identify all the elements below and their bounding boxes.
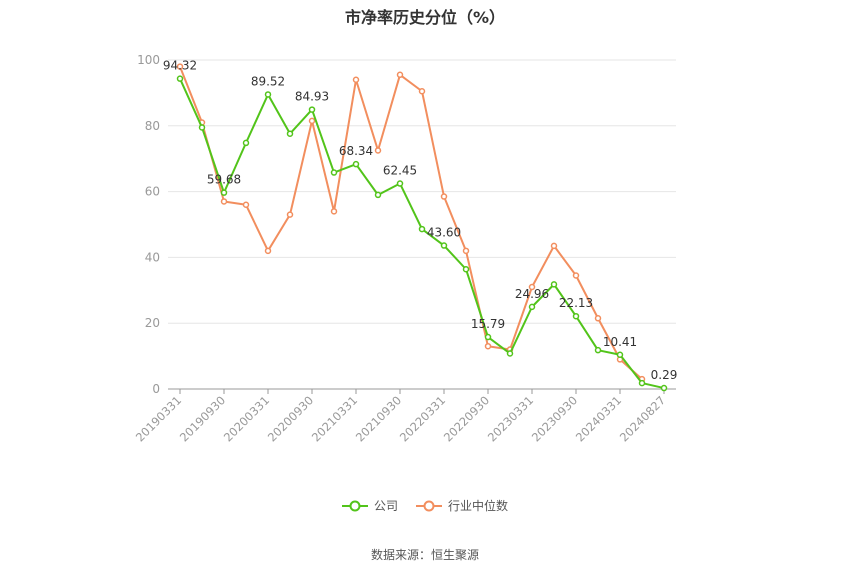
- legend-item-industry-median[interactable]: 行业中位数: [416, 497, 508, 514]
- x-tick-label: 20190930: [177, 393, 228, 444]
- data-point-company: [572, 312, 580, 320]
- data-point-industry-median: [572, 272, 580, 279]
- data-label: 15.79: [471, 317, 505, 331]
- data-point-industry-median: [264, 247, 272, 255]
- data-point-industry-median: [528, 283, 536, 291]
- data-label: 84.93: [295, 90, 329, 104]
- x-tick-label: 20210930: [353, 393, 404, 444]
- data-point-industry-median: [220, 198, 228, 205]
- y-tick-label: 60: [145, 185, 160, 199]
- data-point-company: [198, 124, 206, 131]
- data-point-company: [176, 75, 184, 82]
- data-point-company: [440, 242, 448, 249]
- data-point-company: [374, 191, 382, 199]
- data-point-industry-median: [308, 117, 316, 125]
- data-point-industry-median: [594, 315, 602, 322]
- data-point-company: [330, 169, 338, 176]
- legend-item-company[interactable]: 公司: [341, 497, 398, 514]
- x-tick-label: 20220331: [397, 393, 448, 444]
- data-point-company: [418, 225, 426, 233]
- data-point-company: [660, 384, 668, 392]
- x-tick-label: 20230331: [485, 393, 536, 444]
- data-label: 0.29: [651, 368, 678, 382]
- y-tick-label: 80: [145, 119, 160, 133]
- x-tick-label: 20220930: [441, 393, 492, 444]
- data-point-industry-median: [352, 76, 360, 83]
- x-tick-label: 20230930: [529, 393, 580, 444]
- data-point-industry-median: [440, 193, 448, 200]
- data-point-company: [528, 303, 536, 311]
- data-point-industry-median: [330, 208, 338, 215]
- data-point-company: [616, 351, 624, 359]
- x-tick-label: 20240827: [617, 393, 668, 444]
- series-line-company: [179, 78, 665, 390]
- data-label: 89.52: [251, 74, 285, 88]
- legend-line-orange-icon: [416, 500, 442, 511]
- x-tick-label: 20200930: [265, 393, 316, 444]
- y-tick-label: 0: [152, 382, 160, 396]
- x-tick-label: 20240331: [573, 393, 624, 444]
- data-point-industry-median: [176, 63, 184, 70]
- data-point-industry-median: [462, 247, 470, 255]
- chart-legend: 公司 行业中位数: [0, 497, 850, 514]
- data-point-industry-median: [242, 201, 250, 209]
- data-point-company: [396, 180, 404, 187]
- x-tick-label: 20200331: [221, 393, 272, 444]
- data-label: 62.45: [383, 164, 417, 178]
- data-source: 数据来源：恒生聚源: [370, 548, 479, 562]
- data-point-company: [308, 106, 316, 113]
- legend-line-green-icon: [341, 500, 368, 511]
- y-tick-label: 100: [137, 53, 160, 67]
- data-label: 10.41: [603, 335, 637, 349]
- data-point-industry-median: [484, 342, 492, 350]
- data-label: 22.13: [559, 296, 593, 310]
- data-point-company: [594, 346, 602, 354]
- data-label: 68.34: [339, 144, 373, 158]
- data-point-company: [264, 91, 272, 98]
- x-tick-label: 20190331: [133, 393, 184, 444]
- data-point-industry-median: [286, 211, 294, 218]
- data-point-company: [220, 189, 228, 196]
- data-point-company: [638, 379, 646, 387]
- x-tick-label: 20210331: [309, 393, 360, 444]
- data-point-industry-median: [550, 242, 558, 250]
- data-point-company: [352, 160, 360, 168]
- data-point-company: [550, 281, 558, 288]
- data-point-company: [242, 139, 250, 147]
- data-point-company: [462, 265, 470, 273]
- data-point-company: [506, 350, 514, 357]
- data-point-industry-median: [396, 71, 404, 79]
- legend-label-industry-median: 行业中位数: [448, 499, 509, 513]
- data-label: 43.60: [427, 226, 461, 240]
- data-point-industry-median: [418, 88, 426, 95]
- y-tick-label: 20: [145, 316, 160, 330]
- series-line-industry-median: [179, 66, 643, 380]
- data-point-company: [286, 130, 294, 137]
- legend-label-company: 公司: [373, 499, 398, 513]
- data-label: 94.32: [163, 59, 197, 73]
- data-point-industry-median: [374, 147, 382, 154]
- chart-title: 市净率历史分位（%）: [344, 8, 506, 27]
- data-label: 59.68: [207, 173, 241, 187]
- y-tick-label: 40: [145, 250, 160, 264]
- data-label: 24.96: [515, 287, 549, 301]
- data-point-company: [484, 333, 492, 341]
